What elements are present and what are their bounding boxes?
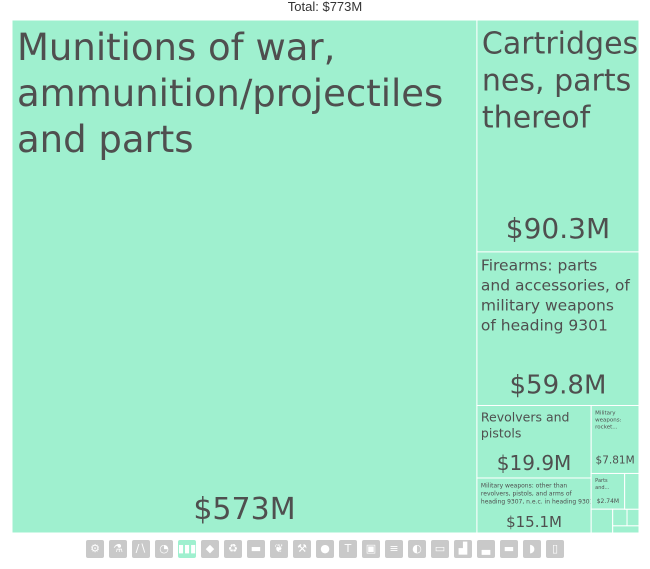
tile-name-2: military weapons (481, 297, 614, 315)
gear-icon[interactable]: ⚙ (86, 540, 104, 558)
tile-name-3: pistols (481, 425, 521, 440)
tile-value-0: $573M (193, 492, 295, 527)
phone-icon[interactable]: ▯ (546, 540, 564, 558)
tile-name-0: Munitions of war, (17, 26, 335, 69)
tile-name-4: revolvers, pistols, and arms of (481, 491, 573, 498)
box-icon[interactable]: ▣ (362, 540, 380, 558)
tile-name-4: Military weapons: other than (481, 483, 567, 490)
treemap-tile-3[interactable] (476, 404, 592, 479)
tile-name-4: heading 9307, n.e.c. in heading 9301 (481, 499, 594, 506)
treemap-tile-2[interactable] (476, 251, 640, 406)
tile-name-6: Parts (595, 478, 608, 484)
treemap-tile-8[interactable] (612, 508, 628, 527)
sofa-icon[interactable]: ▭ (431, 540, 449, 558)
diamond-icon[interactable]: ◆ (201, 540, 219, 558)
tile-name-2: of heading 9301 (481, 317, 608, 335)
tile-value-3: $19.9M (497, 451, 572, 475)
treemap-tile-9[interactable] (626, 508, 640, 527)
fruit-icon[interactable]: ● (316, 540, 334, 558)
treemap-tile-5[interactable] (590, 404, 640, 474)
tile-name-0: and parts (17, 118, 194, 161)
tile-name-5: weapons: (595, 418, 621, 424)
treemap-chart: Munitions of war,ammunition/projectilesa… (11, 19, 640, 534)
tile-value-1: $90.3M (506, 212, 610, 245)
total-label: Total: $773M (287, 0, 363, 14)
tile-name-1: nes, parts (482, 64, 631, 99)
tile-value-6: $2.74M (597, 498, 619, 505)
treemap-tile-0[interactable] (11, 19, 478, 534)
document-icon[interactable]: ≡ (385, 540, 403, 558)
machine-icon[interactable]: ▟ (454, 540, 472, 558)
tile-name-6: and... (595, 485, 610, 491)
recycle-icon[interactable]: ♻ (224, 540, 242, 558)
tile-value-5: $7.81M (596, 454, 635, 466)
flask-icon[interactable]: ⚗ (109, 540, 127, 558)
tile-name-1: thereof (482, 101, 592, 136)
tile-name-3: Revolvers and (481, 409, 570, 424)
shirt-icon[interactable]: T (339, 540, 357, 558)
tile-name-5: rocket... (595, 425, 618, 431)
tile-name-2: Firearms: parts (481, 257, 597, 275)
ammunition-icon[interactable]: ▮▮▮ (178, 540, 196, 558)
treemap-tile-1[interactable] (476, 19, 640, 253)
treemap-tile-4[interactable] (476, 477, 592, 534)
anvil-icon[interactable]: ▬ (247, 540, 265, 558)
category-icon-bar: ⚙ ⚗ ∕∖ ◔ ▮▮▮ ◆ ♻ ▬ ❦ ⚒ ● T ▣ ≡ ◐ ▭ ▟ ▃ ▬ ◗ ▯ (86, 540, 564, 558)
stone-icon[interactable]: ▬ (500, 540, 518, 558)
palette-icon[interactable]: ◐ (408, 540, 426, 558)
tile-name-2: and accessories, of (481, 277, 630, 295)
tile-name-5: Military (595, 411, 616, 417)
tile-value-2: $59.8M (510, 370, 607, 400)
hide-icon[interactable]: ◗ (523, 540, 541, 558)
road-icon[interactable]: ∕∖ (132, 540, 150, 558)
tile-value-4: $15.1M (506, 513, 562, 531)
tile-name-0: ammunition/projectiles (17, 72, 443, 115)
treemap-tile-10[interactable] (612, 525, 640, 534)
treemap-tile-7[interactable] (590, 508, 614, 534)
ship-icon[interactable]: ▃ (477, 540, 495, 558)
plant-icon[interactable]: ❦ (270, 540, 288, 558)
tools-icon[interactable]: ⚒ (293, 540, 311, 558)
tile-name-1: Cartridges (482, 27, 638, 62)
treemap-tile-small-extra[interactable] (624, 472, 640, 510)
gauge-icon[interactable]: ◔ (155, 540, 173, 558)
